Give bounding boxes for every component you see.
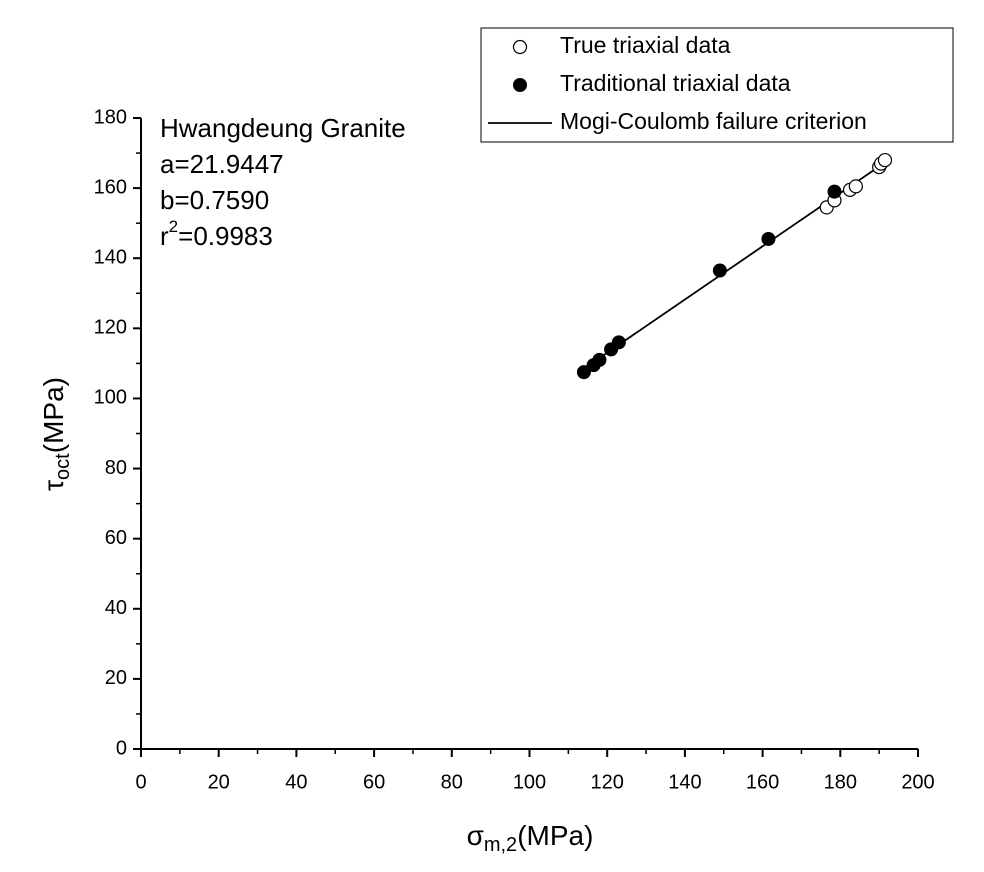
y-tick-label: 160 bbox=[94, 176, 127, 198]
legend-box bbox=[480, 27, 954, 143]
y-axis-title-subscript: oct bbox=[52, 453, 74, 480]
x-tick-label: 160 bbox=[746, 771, 779, 793]
y-tick-label: 40 bbox=[105, 597, 127, 619]
r2-rest: =0.9983 bbox=[178, 221, 273, 251]
legend-label: Mogi-Coulomb failure criterion bbox=[560, 108, 867, 134]
filled-point bbox=[576, 365, 591, 380]
annotation: a=21.9447 bbox=[160, 149, 284, 179]
filled-point bbox=[712, 263, 727, 278]
x-tick-label: 140 bbox=[668, 771, 701, 793]
legend-label: True triaxial data bbox=[560, 32, 731, 58]
x-axis-title-unit: (MPa) bbox=[517, 820, 593, 851]
y-axis-title-unit: (MPa) bbox=[38, 377, 69, 453]
x-tick-label: 0 bbox=[135, 771, 146, 793]
filled-point bbox=[761, 231, 776, 246]
open-point bbox=[848, 179, 863, 194]
x-tick-label: 40 bbox=[285, 771, 307, 793]
open-point bbox=[877, 152, 893, 168]
legend-label: Traditional triaxial data bbox=[560, 70, 791, 96]
x-tick-label: 60 bbox=[363, 771, 385, 793]
legend-marker bbox=[513, 78, 527, 92]
x-axis-title-symbol: σ bbox=[467, 820, 484, 851]
annotation: Hwangdeung Granite bbox=[160, 113, 406, 143]
y-axis-title-symbol: τ bbox=[38, 480, 69, 491]
x-axis-title-subscript: m,2 bbox=[484, 834, 517, 856]
annotation: b=0.7590 bbox=[160, 185, 269, 215]
filled-point bbox=[611, 335, 626, 350]
x-tick-label: 80 bbox=[441, 771, 463, 793]
y-tick-label: 100 bbox=[94, 387, 127, 409]
y-tick-label: 80 bbox=[105, 457, 127, 479]
filled-point bbox=[592, 352, 607, 367]
y-tick-label: 20 bbox=[105, 667, 127, 689]
x-tick-label: 20 bbox=[208, 771, 230, 793]
y-tick-label: 120 bbox=[94, 317, 127, 339]
x-tick-label: 200 bbox=[901, 771, 934, 793]
annotation-r2: r2=0.9983 bbox=[160, 217, 273, 250]
y-axis-title: τoct(MPa) bbox=[38, 377, 74, 491]
y-tick-label: 0 bbox=[116, 737, 127, 759]
x-tick-label: 120 bbox=[591, 771, 624, 793]
legend-marker bbox=[512, 39, 528, 55]
y-tick-label: 60 bbox=[105, 527, 127, 549]
x-tick-label: 180 bbox=[824, 771, 857, 793]
r2-superscript: 2 bbox=[169, 217, 178, 236]
r2-base: r bbox=[160, 221, 169, 251]
filled-point bbox=[827, 184, 842, 199]
y-tick-label: 140 bbox=[94, 247, 127, 269]
x-axis-title: σm,2(MPa) bbox=[467, 820, 594, 856]
x-tick-label: 100 bbox=[513, 771, 546, 793]
y-tick-label: 180 bbox=[94, 106, 127, 128]
